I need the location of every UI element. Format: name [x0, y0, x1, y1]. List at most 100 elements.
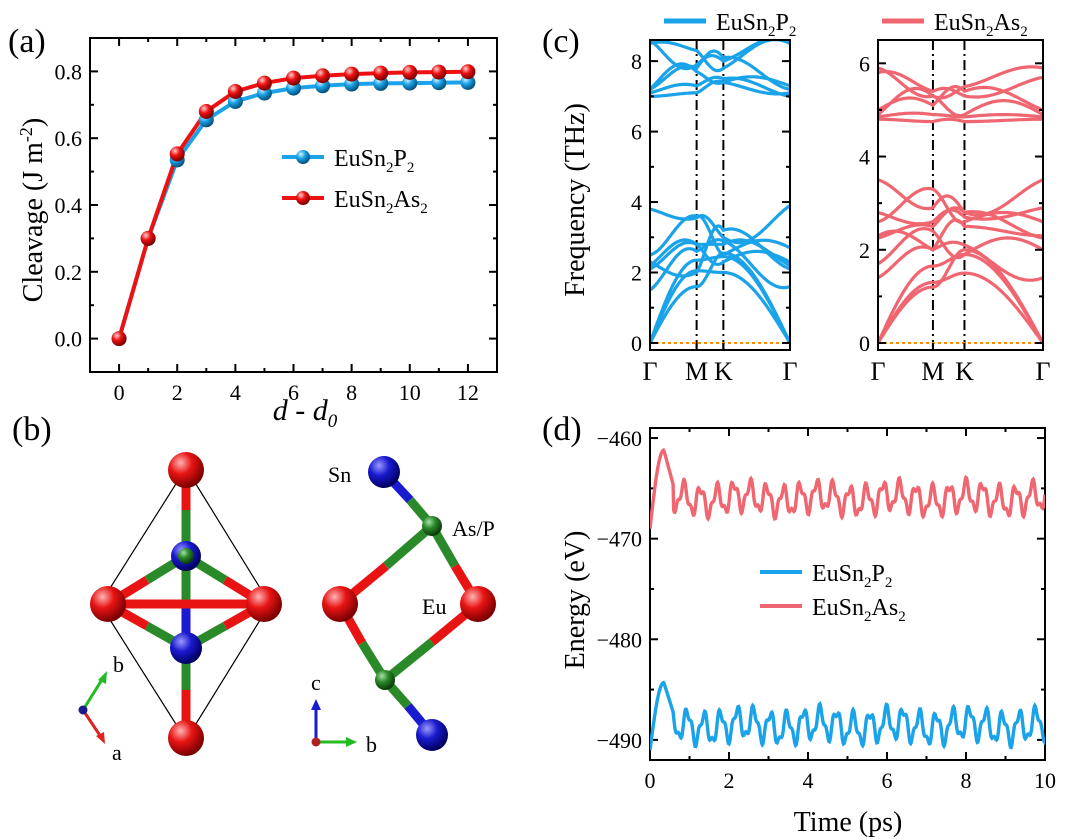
atom-sn — [368, 456, 400, 488]
label-eu: Eu — [422, 594, 446, 619]
x-tick-label: Γ — [642, 357, 657, 386]
data-point — [169, 146, 185, 162]
x-tick-label: 0 — [645, 768, 656, 793]
phonon-legend-p2: EuSn2P2 — [664, 10, 796, 40]
x-tick-label: 2 — [724, 768, 735, 793]
phonon-band — [878, 271, 1043, 344]
phonon-band — [878, 117, 1043, 124]
x-tick-label: 6 — [288, 380, 299, 405]
phonon-ylabel: Frequency (THz) — [560, 103, 591, 297]
x-tick-label: 4 — [230, 380, 241, 405]
data-point — [256, 75, 272, 91]
legend-label-as2: EuSn2As2 — [334, 187, 428, 217]
y-tick-label: 8 — [631, 49, 642, 74]
energy-legend: EuSn2P2 EuSn2As2 — [760, 561, 906, 625]
cleavage-ylabel: Cleavage (J m-2) — [16, 118, 49, 303]
band-lines — [878, 65, 1043, 344]
phonon-legend-as2: EuSn2As2 — [882, 10, 1028, 40]
data-point — [227, 83, 243, 99]
data-point — [402, 75, 418, 91]
legend-label-as2: EuSn2As2 — [812, 595, 906, 625]
axis-label-c: c — [311, 670, 321, 695]
phonon-band — [878, 218, 1043, 252]
y-tick-label: −460 — [597, 426, 642, 451]
data-point — [198, 103, 214, 119]
panel-label-d: (d) — [542, 411, 582, 448]
atom-asp — [375, 670, 395, 690]
phonon-band — [650, 49, 790, 91]
panel-label-b: (b) — [12, 411, 52, 448]
energy-series-line-0 — [650, 680, 1045, 751]
atom-eu — [460, 586, 496, 622]
data-point — [460, 64, 476, 80]
y-tick-label: −480 — [597, 627, 642, 652]
y-tick-label: −490 — [597, 728, 642, 753]
phonon-band — [878, 248, 1043, 344]
atom-asp — [422, 516, 442, 536]
x-tick-label: 2 — [172, 380, 183, 405]
legend-marker-as2 — [296, 191, 310, 205]
panel-label-a: (a) — [8, 23, 46, 60]
x-tick-label: Γ — [782, 357, 797, 386]
x-tick-label: 6 — [882, 768, 893, 793]
y-tick-label: 0.2 — [55, 260, 83, 285]
atom-asp — [178, 548, 194, 564]
legend-label-as2: EuSn2As2 — [934, 10, 1028, 40]
y-tick-label: 6 — [859, 51, 870, 76]
energy-ylabel: Energy (eV) — [560, 531, 591, 670]
axes-indicator-left: b a — [78, 652, 124, 765]
data-point — [402, 64, 418, 80]
y-tick-label: 0 — [631, 331, 642, 356]
x-tick-label: K — [955, 357, 974, 386]
y-tick-label: 4 — [631, 190, 642, 215]
legend-label-p2: EuSn2P2 — [812, 561, 892, 591]
data-point — [431, 64, 447, 80]
phonon-band — [878, 86, 1043, 118]
phonon-band — [650, 62, 790, 91]
phonon-band — [878, 227, 1043, 266]
y-tick-label: 4 — [859, 145, 870, 170]
structure-side-view: Sn As/P Eu c b — [311, 456, 496, 757]
y-tick-label: 2 — [631, 261, 642, 286]
y-tick-label: 2 — [859, 238, 870, 263]
y-tick-label: 6 — [631, 120, 642, 145]
phonon-band — [650, 79, 790, 98]
data-point — [460, 74, 476, 90]
energy-series — [650, 447, 1045, 751]
y-tick-label: 0 — [859, 331, 870, 356]
label-asp: As/P — [452, 516, 495, 541]
data-point — [373, 65, 389, 81]
data-point — [315, 68, 331, 84]
data-point — [431, 75, 447, 91]
atom-eu — [168, 720, 204, 756]
phonon-band — [878, 69, 1043, 99]
x-tick-label: K — [714, 357, 733, 386]
y-tick-label: 0.4 — [55, 193, 83, 218]
phonon-band — [650, 238, 790, 267]
data-point — [344, 66, 360, 82]
phonon-band — [878, 240, 1043, 282]
x-tick-label: 10 — [1034, 768, 1056, 793]
axis-label-b: b — [113, 652, 124, 677]
cleavage-xlabel: d - d0 — [273, 394, 338, 432]
x-tick-label: Γ — [870, 357, 885, 386]
energy-chart: 0 2 4 6 8 10 −460 −470 −480 −490 Energy (eV) Time… — [560, 426, 1056, 838]
x-tick-label: M — [921, 357, 944, 386]
label-sn: Sn — [328, 462, 351, 487]
phonon-band — [878, 111, 1043, 119]
legend-marker-p2 — [296, 150, 310, 164]
x-tick-label: 10 — [399, 380, 421, 405]
structure-top-view: b a — [78, 452, 282, 765]
legend-label-p2: EuSn2P2 — [334, 146, 414, 176]
phonon-subplot-as2: 0 2 4 6 Γ M K Γ — [859, 39, 1051, 386]
atom-eu — [246, 586, 282, 622]
top-view-bonds — [105, 468, 267, 740]
phonon-plot-frame — [649, 39, 791, 351]
atom-sn — [416, 719, 448, 751]
phonon-band — [650, 204, 790, 245]
energy-series-line-1 — [650, 447, 1045, 529]
atom-eu — [168, 452, 204, 488]
